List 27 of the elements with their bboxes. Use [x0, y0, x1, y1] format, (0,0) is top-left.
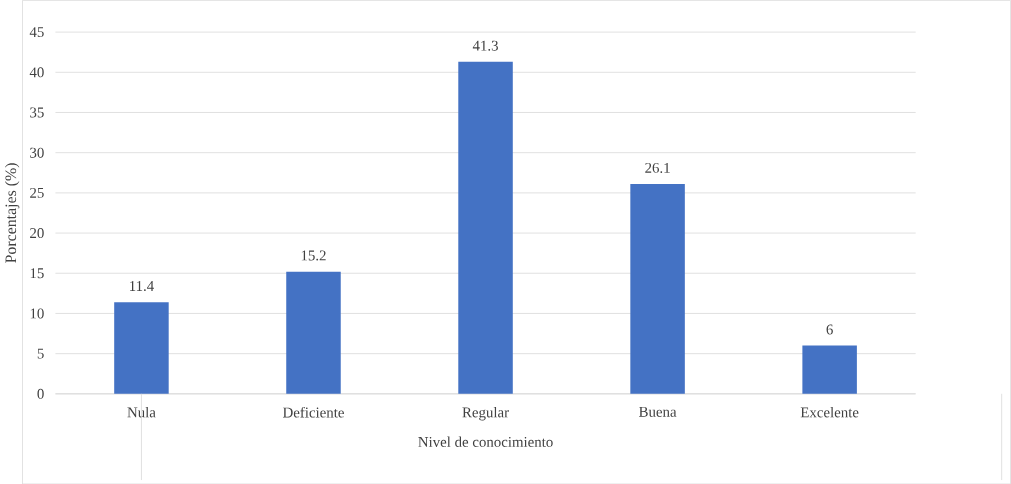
- y-tick-label: 30: [30, 147, 44, 158]
- y-tick-label: 40: [29, 67, 44, 78]
- data-label: 41.3: [472, 40, 498, 51]
- bar: [630, 183, 685, 394]
- y-tick-label: 5: [37, 348, 44, 359]
- x-tick-label: Nula: [127, 406, 156, 418]
- bar: [802, 345, 857, 394]
- y-tick-label: 45: [29, 26, 44, 37]
- bar: [286, 271, 341, 394]
- data-label: 11.4: [130, 280, 154, 291]
- x-axis-title: Nivel de conocimiento: [418, 436, 553, 447]
- y-tick-label: 0: [37, 388, 44, 399]
- y-tick-label: 35: [30, 107, 44, 118]
- bar: [114, 302, 169, 394]
- y-tick-label: 25: [30, 187, 44, 198]
- x-tick-label: Deficiente: [282, 406, 344, 418]
- x-tick-label: Buena: [639, 406, 677, 417]
- data-label: 15.2: [301, 250, 326, 261]
- data-label: 26.1: [645, 162, 670, 173]
- y-tick-label: 15: [30, 268, 44, 279]
- data-label: 6: [826, 324, 833, 335]
- y-tick-label: 10: [30, 308, 44, 319]
- bar: [458, 61, 513, 394]
- y-axis-title: Porcentajes (%): [4, 163, 20, 263]
- x-tick-label: Regular: [462, 406, 509, 421]
- y-tick-label: 20: [30, 227, 44, 238]
- x-tick-label: Excelente: [800, 406, 859, 418]
